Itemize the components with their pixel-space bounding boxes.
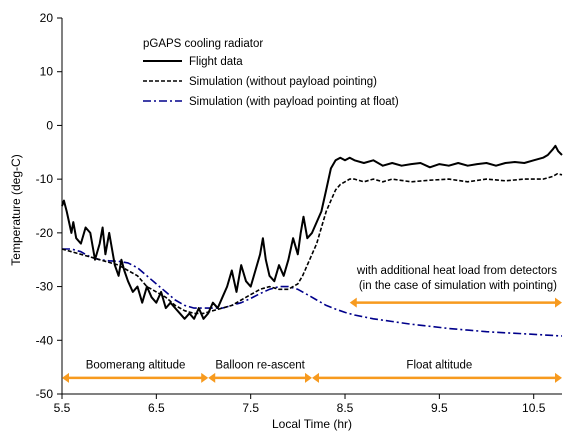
legend: pGAPS cooling radiator Flight data Simul… <box>143 38 399 108</box>
arrow-head-right <box>555 297 562 308</box>
legend-label-sim-pointing: Simulation (with payload pointing at flo… <box>189 96 399 108</box>
y-tick-label: 10 <box>40 65 54 79</box>
y-tick-label: -20 <box>36 226 54 240</box>
ticks: -50 -40 -30 -20 -10 0 10 20 5.5 6.5 7.5 8.5 9.5 10.5 <box>36 11 546 415</box>
x-tick-label: 6.5 <box>148 401 165 415</box>
y-tick-label: 20 <box>40 11 54 25</box>
series-sim-without-pointing <box>61 173 563 315</box>
arrow-head-left <box>312 372 319 383</box>
phase-arrow-1 <box>208 372 312 383</box>
phase-arrow-2 <box>312 372 562 383</box>
x-tick-label: 5.5 <box>54 401 71 415</box>
y-tick-label: -10 <box>36 172 54 186</box>
x-tick-label: 7.5 <box>242 401 259 415</box>
legend-title: pGAPS cooling radiator <box>143 38 263 50</box>
heatload-arrow <box>349 297 562 308</box>
arrow-head-left <box>349 297 357 308</box>
arrow-head-left <box>62 372 69 383</box>
x-axis-label: Local Time (hr) <box>272 417 352 431</box>
heatload-note-line2: (in the case of simulation with pointing… <box>359 280 557 292</box>
x-tick-label: 10.5 <box>522 401 546 415</box>
y-tick-label: -30 <box>36 280 54 294</box>
arrow-head-right <box>201 372 209 383</box>
phase-arrow-0 <box>62 372 209 383</box>
phase-label: Boomerang altitude <box>86 359 186 371</box>
annotation-layer: Boomerang altitude Balloon re-ascent Float… <box>62 265 562 383</box>
x-tick-label: 9.5 <box>431 401 448 415</box>
arrow-head-left <box>208 372 216 383</box>
legend-label-flight: Flight data <box>189 56 243 68</box>
y-tick-label: -50 <box>36 387 54 401</box>
x-tick-label: 8.5 <box>337 401 354 415</box>
arrow-head-right <box>305 372 312 383</box>
legend-label-sim-no-pointing: Simulation (without payload pointing) <box>189 76 377 88</box>
phase-label: Float altitude <box>406 359 472 371</box>
y-axis-label: Temperature (deg-C) <box>9 154 23 265</box>
axes <box>61 18 562 395</box>
series-sim-with-pointing <box>62 248 563 337</box>
phase-label: Balloon re-ascent <box>215 359 305 371</box>
y-tick-label: 0 <box>46 118 53 132</box>
arrow-head-right <box>555 372 562 383</box>
series-layer <box>61 144 563 337</box>
heatload-note-line1: with additional heat load from detectors <box>356 265 557 277</box>
y-tick-label: -40 <box>36 333 54 347</box>
series-flight-data <box>61 144 563 320</box>
